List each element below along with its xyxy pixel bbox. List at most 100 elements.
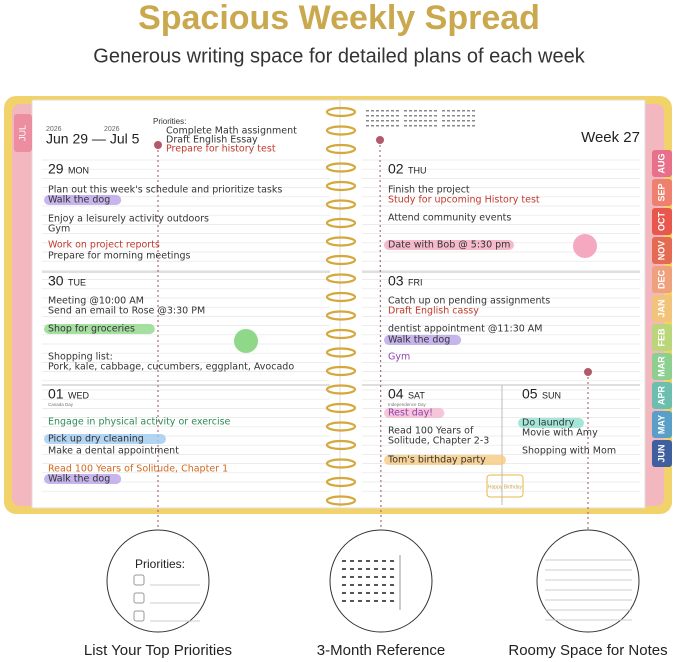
day-number: 29	[48, 161, 64, 177]
mini-calendar-dot	[409, 110, 412, 112]
spiral-ring	[325, 254, 357, 266]
inset-calendar-dot	[374, 568, 378, 570]
day-number: 01	[48, 386, 64, 402]
mini-calendar-dot	[452, 110, 455, 112]
entry: Tom's birthday party	[387, 455, 486, 466]
callout-circle	[536, 529, 640, 633]
entry: Shopping list:	[48, 352, 113, 363]
checkbox	[133, 592, 145, 604]
inset-calendar-dot	[390, 600, 394, 602]
day-name: THU	[408, 165, 427, 175]
mini-calendar-dot	[434, 125, 437, 127]
inset-calendar-dot	[358, 568, 362, 570]
mini-calendar-dot	[371, 115, 374, 117]
day-number: 02	[388, 161, 404, 177]
date-range: Jun 29 — Jul 5	[46, 131, 140, 147]
title: Spacious Weekly Spread	[138, 0, 540, 37]
highlight	[518, 418, 584, 428]
inset-calendar-dot	[342, 576, 346, 578]
month-tab-label: JAN	[656, 299, 666, 317]
mini-calendar-dot	[419, 115, 422, 117]
priority-item: Draft English Essay	[166, 135, 258, 146]
mini-calendar-dot	[462, 110, 465, 112]
mini-calendar-dot	[447, 115, 450, 117]
mini-calendar-dot	[442, 115, 445, 117]
mini-calendar-dot	[462, 115, 465, 117]
mini-calendar-dot	[376, 125, 379, 127]
month-tab	[652, 353, 672, 380]
spiral-ring	[325, 328, 357, 340]
mini-calendar-dot	[371, 125, 374, 127]
entry: Send an email to Rose @3:30 PM	[48, 306, 205, 317]
entry: Solitude, Chapter 2-3	[388, 436, 489, 447]
spiral-ring	[325, 125, 357, 136]
highlight	[384, 240, 514, 250]
entry: Gym	[388, 352, 410, 363]
entry: Finish the project	[388, 185, 470, 196]
spiral-ring	[325, 310, 357, 321]
highlight	[44, 434, 166, 444]
inset-calendar-dot	[374, 592, 378, 594]
mini-calendar-dot	[457, 125, 460, 127]
checkbox	[133, 610, 145, 622]
month-tab-label: OCT	[656, 212, 666, 232]
mini-calendar-dot	[442, 120, 445, 122]
mini-calendar-dot	[414, 125, 417, 127]
month-tab-label: DEC	[656, 270, 666, 290]
spiral-ring	[325, 495, 357, 506]
year: 2026	[104, 126, 120, 133]
spiral-ring	[325, 476, 357, 488]
inset-calendar-dot	[390, 592, 394, 594]
spiral-ring	[325, 402, 357, 414]
month-tab	[652, 324, 672, 351]
inset-calendar-dot	[358, 584, 362, 586]
spiral-ring	[325, 273, 357, 284]
mini-calendar-dot	[396, 120, 399, 122]
year: 2026	[46, 126, 62, 133]
highlight	[44, 324, 155, 334]
mini-calendar-dot	[381, 125, 384, 127]
day-number: 30	[48, 273, 64, 289]
inset-calendar-dot	[382, 600, 386, 602]
mini-calendar-dot	[396, 110, 399, 112]
spiral-ring	[325, 162, 357, 173]
mini-calendar-dot	[434, 120, 437, 122]
inset-calendar-dot	[374, 600, 378, 602]
inset-calendar-dot	[374, 576, 378, 578]
day-number: 04	[388, 386, 404, 402]
highlight	[384, 408, 445, 418]
mini-calendar-dot	[452, 125, 455, 127]
spiral-ring	[325, 421, 357, 432]
mini-calendar-dot	[391, 125, 394, 127]
mini-calendar-dot	[409, 120, 412, 122]
mini-calendar-dot	[424, 110, 427, 112]
month-tab-label: JUL	[17, 125, 27, 141]
entry: Walk the dog	[48, 474, 110, 485]
inset-calendar-dot	[350, 592, 354, 594]
entry: Read 100 Years of	[388, 426, 474, 437]
inset-calendar-dot	[382, 592, 386, 594]
priority-item: Complete Math assignment	[166, 126, 297, 137]
month-tab-label: JUN	[656, 444, 666, 462]
mini-calendar-dot	[472, 115, 475, 117]
bag-icon	[573, 234, 597, 258]
month-tab	[652, 382, 672, 409]
right-page	[339, 99, 646, 509]
priorities-label: Priorities:	[153, 117, 186, 126]
entry: Shop for groceries	[48, 324, 135, 335]
mini-calendar-dot	[409, 115, 412, 117]
mini-calendar-dot	[371, 110, 374, 112]
mini-calendar-dot	[404, 120, 407, 122]
mini-calendar-dot	[457, 115, 460, 117]
spiral-ring	[325, 384, 357, 395]
mini-calendar-dot	[376, 120, 379, 122]
entry: Date with Bob @ 5:30 pm	[388, 240, 510, 251]
callout-label: 3-Month Reference	[317, 642, 445, 659]
highlight	[44, 474, 122, 484]
inset-calendar-dot	[382, 576, 386, 578]
inset-calendar-dot	[358, 560, 362, 562]
callout-dot	[154, 141, 162, 149]
day-name: SUN	[542, 390, 561, 400]
entry: Movie with Amy	[522, 428, 598, 439]
